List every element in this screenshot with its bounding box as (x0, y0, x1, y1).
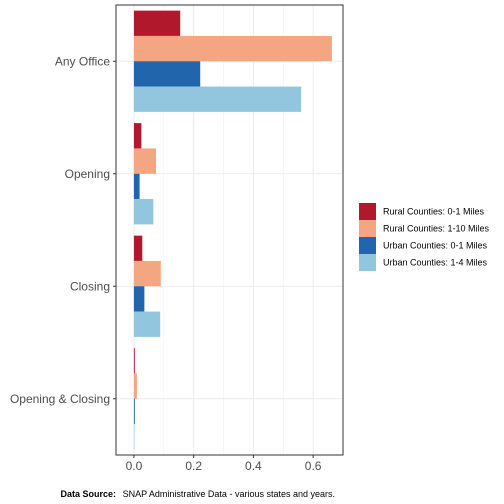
bar-2-opening (133, 148, 157, 174)
legend-key (359, 237, 376, 254)
legend-label: Rural Counties: 1-10 Miles (383, 224, 490, 234)
bar-2-opening-closing (133, 373, 137, 399)
bar-3-any-office (133, 61, 201, 87)
bars (133, 10, 332, 450)
bar-4-opening-closing (133, 424, 135, 450)
bar-2-any-office (133, 35, 332, 62)
plot-panel-border (115, 4, 344, 456)
legend-key (359, 203, 376, 220)
bar-1-closing (133, 235, 143, 261)
axes: 0.0 0.2 0.4 0.6 Any Office Opening Closing Open… (10, 54, 322, 473)
legend-label: Urban Counties: 1-4 Miles (383, 258, 488, 268)
bar-3-closing (133, 286, 145, 312)
caption-text: SNAP Administrative Data - various state… (123, 489, 335, 499)
bar-4-any-office (133, 86, 302, 112)
x-tick-label: 0.6 (305, 459, 322, 473)
legend-key (359, 220, 376, 237)
bar-4-opening (133, 199, 154, 225)
legend-key (359, 254, 376, 271)
bar-1-opening-closing (133, 348, 135, 374)
x-tick-label: 0.2 (185, 459, 202, 473)
data-source-caption: Data Source: SNAP Administrative Data - … (61, 489, 335, 499)
bar-1-any-office (133, 10, 181, 36)
y-tick-label: Any Office (55, 54, 110, 68)
legend-label: Rural Counties: 0-1 Miles (383, 207, 485, 217)
bar-4-closing (133, 311, 161, 337)
bar-2-closing (133, 260, 161, 287)
y-tick-label: Opening (65, 167, 110, 181)
bar-3-opening-closing (133, 398, 135, 425)
x-tick-label: 0.0 (126, 459, 143, 473)
y-tick-label: Opening & Closing (10, 392, 110, 406)
legend: Rural Counties: 0-1 Miles Rural Counties:… (359, 203, 490, 271)
legend-label: Urban Counties: 0-1 Miles (383, 241, 488, 251)
caption-label: Data Source: (61, 489, 117, 499)
x-tick-label: 0.4 (245, 459, 262, 473)
bar-1-opening (133, 123, 142, 149)
bar-3-opening (133, 173, 140, 200)
y-tick-label: Closing (70, 279, 110, 293)
